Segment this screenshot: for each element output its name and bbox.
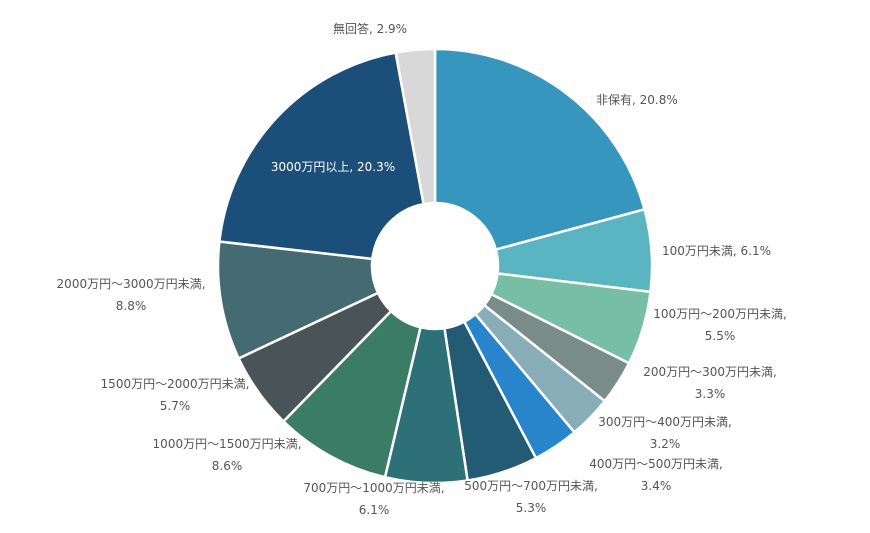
donut-slice-13 — [394, 47, 437, 206]
slice-label-4: 200万円～300万円未満, 3.3% — [643, 365, 777, 401]
donut-slice-12 — [218, 51, 425, 261]
slice-label-9: 1000万円～1500万円未満, 8.6% — [153, 437, 302, 473]
slice-label-10: 1500万円～2000万円未満, 5.7% — [101, 377, 250, 413]
slice-label-7: 500万円～700万円未満, 5.3% — [464, 479, 598, 515]
slice-label-1: 非保有, 20.8% — [596, 93, 678, 107]
slice-label-11: 2000万円～3000万円未満, 8.8% — [57, 277, 206, 313]
slice-label-8: 700万円～1000万円未満, 6.1% — [303, 481, 444, 517]
slice-label-6: 400万円～500万円未満, 3.4% — [589, 457, 723, 493]
donut-slice-1 — [433, 47, 646, 251]
slice-label-3: 100万円～200万円未満, 5.5% — [653, 307, 787, 343]
slice-label-2: 100万円未満, 6.1% — [662, 244, 771, 258]
slice-label-5: 300万円～400万円未満, 3.2% — [598, 415, 732, 451]
labels-layer: 非保有, 20.8% 100万円未満, 6.1% 100万円～200万円未満, 5.5… — [57, 21, 787, 517]
slices-layer — [216, 47, 654, 485]
slice-label-13: 無回答, 2.9% — [333, 21, 407, 36]
slice-label-12: 3000万円以上, 20.3% — [271, 160, 395, 174]
